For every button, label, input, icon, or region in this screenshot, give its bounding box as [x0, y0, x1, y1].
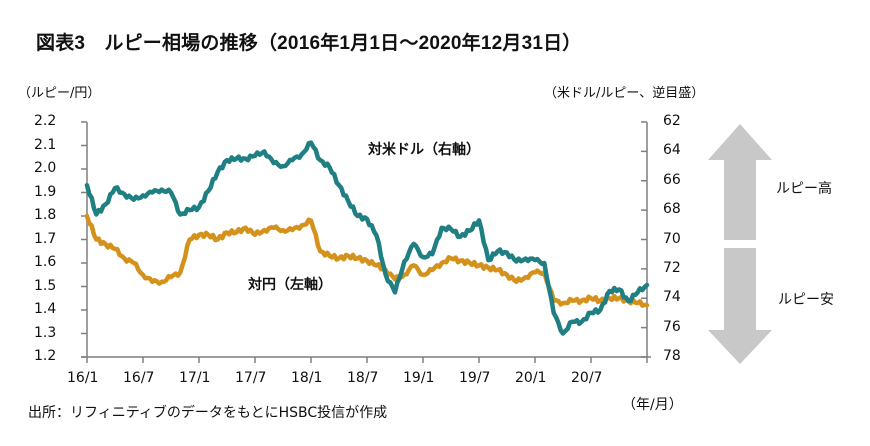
right-axis-unit: （米ドル/ルピー、逆目盛）: [544, 86, 705, 101]
left-tick-label: 1.7: [34, 230, 57, 247]
jpy-inr-line: [84, 213, 650, 308]
right-tick-label: 64: [663, 142, 681, 159]
right-tick-label: 76: [663, 318, 681, 335]
x-tick-label: 17/7: [235, 370, 267, 386]
arrow-up-icon: [708, 124, 772, 240]
left-tick-label: 1.9: [34, 183, 57, 200]
series-lines: [84, 140, 650, 336]
right-tick-label: 62: [663, 113, 681, 129]
x-tick-label: 19/7: [459, 370, 491, 386]
left-tick-label: 1.8: [34, 207, 57, 223]
left-tick-label: 2.2: [34, 113, 57, 129]
x-axis-unit: （年/月）: [622, 397, 683, 413]
left-tick-label: 1.3: [34, 324, 57, 341]
left-tick-label: 1.5: [34, 277, 57, 294]
right-tick-label: 68: [663, 201, 681, 218]
series-label-jpy: 対円（左軸）: [248, 277, 332, 293]
right-tick-label: 74: [663, 289, 681, 306]
x-tick-label: 20/7: [571, 370, 603, 386]
x-tick-label: 17/1: [179, 370, 211, 386]
right-tick-label: 72: [663, 259, 681, 276]
right-tick-label: 66: [663, 171, 681, 188]
chart-title: 図表3 ルピー相場の推移（2016年1月1日～2020年12月31日）: [36, 33, 582, 54]
x-tick-label: 18/1: [291, 370, 323, 386]
series-label-usd: 対米ドル（右軸）: [368, 142, 480, 158]
source-note: 出所：リフィニティブのデータをもとにHSBC投信が作成: [28, 405, 388, 421]
left-axis-unit: （ルピー/円）: [18, 86, 101, 101]
right-tick-label: 70: [663, 230, 681, 247]
left-tick-label: 1.6: [34, 254, 57, 270]
direction-arrows: [708, 124, 772, 364]
arrow-down-icon: [708, 248, 772, 364]
rupee-strong-label: ルピー高: [776, 181, 832, 197]
x-tick-label: 20/1: [515, 370, 547, 386]
left-tick-label: 1.2: [34, 348, 57, 364]
x-tick-label: 19/1: [403, 370, 435, 386]
left-tick-label: 1.4: [34, 301, 57, 317]
x-tick-label: 16/1: [67, 370, 99, 386]
x-tick-label: 18/7: [347, 370, 379, 386]
usd-inr-line: [84, 140, 650, 336]
x-tick-label: 16/7: [123, 370, 155, 386]
left-tick-label: 2.1: [34, 136, 57, 153]
right-tick-label: 78: [663, 348, 681, 364]
left-tick-label: 2.0: [34, 160, 57, 176]
rupee-weak-label: ルピー安: [778, 292, 834, 308]
axes: [81, 121, 651, 363]
